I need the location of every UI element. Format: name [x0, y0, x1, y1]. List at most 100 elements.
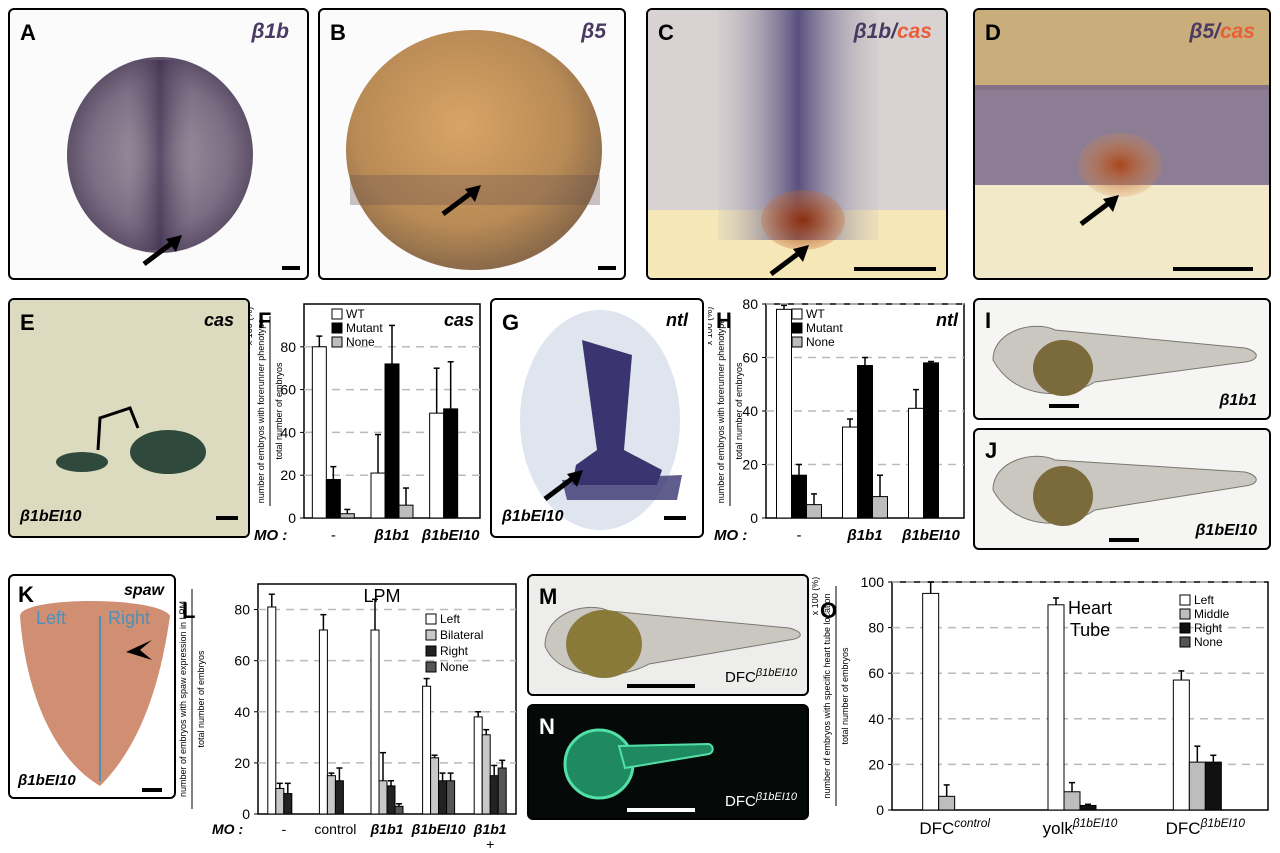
scale-bar	[627, 808, 695, 812]
legend-swatch	[331, 336, 343, 348]
legend-label: None	[346, 335, 375, 349]
panel-J: J β1bEI10	[973, 428, 1271, 550]
y-tick-label: 60	[280, 382, 296, 398]
y-tick-label: 40	[234, 704, 250, 720]
bar	[776, 308, 792, 519]
y-tick-label: 0	[750, 510, 758, 526]
morpholino-label: β1bEI10	[1195, 522, 1257, 539]
bar	[422, 685, 432, 815]
panel-B: B β5	[318, 8, 626, 280]
scale-bar	[854, 267, 936, 271]
bar	[1204, 761, 1222, 811]
y-label-scale: x 100 (%)	[812, 577, 820, 616]
embryo-image-D	[975, 10, 1269, 278]
y-tick-label: 40	[742, 403, 758, 419]
legend-label: Middle	[1194, 607, 1230, 621]
scale-bar	[664, 516, 686, 520]
legend-swatch	[791, 308, 803, 320]
embryo-image-B	[346, 30, 602, 270]
bar	[791, 474, 807, 519]
chart-title: Heart	[1068, 598, 1112, 618]
y-tick-label: 60	[868, 665, 884, 681]
scale-bar	[627, 684, 695, 688]
bar	[430, 757, 440, 815]
mo-label: MO :	[714, 527, 747, 544]
legend-label: Mutant	[806, 321, 843, 335]
dfc-label-base: DFC	[725, 793, 756, 810]
bar	[325, 478, 341, 519]
morpholino-label: β1bEI10	[20, 508, 82, 525]
bar	[481, 734, 491, 815]
category-base: DFC	[1166, 819, 1201, 838]
bar	[1188, 761, 1206, 811]
category-label: -	[281, 821, 286, 837]
legend-label: Left	[1194, 593, 1215, 607]
chart-F: 0 20 40 60 80 number of embryos with forerunn…	[250, 303, 481, 544]
category-label: DFCcontrol	[919, 816, 990, 838]
bar	[938, 795, 956, 811]
panel-letter: M	[539, 584, 558, 609]
y-label-denominator: total number of embryos	[734, 362, 744, 460]
y-tick-label: 20	[742, 457, 758, 473]
legend-label: WT	[806, 307, 825, 321]
mo-label: MO :	[254, 527, 287, 544]
bar	[429, 412, 445, 519]
scale-bar	[282, 266, 300, 270]
panel-letter: K	[18, 582, 34, 607]
y-label-denominator: total number of embryos	[840, 647, 850, 745]
y-tick-label: 40	[868, 711, 884, 727]
legend-label: Right	[1194, 621, 1223, 635]
legend-swatch	[1179, 636, 1191, 648]
scale-bar	[1173, 267, 1253, 271]
category-base: yolk	[1043, 819, 1074, 838]
panel-C: C β1b/cas	[646, 8, 948, 280]
bar	[378, 780, 388, 815]
bar	[806, 504, 822, 519]
bar	[326, 775, 336, 815]
y-label-numerator: number of embryos with forerunner phenot…	[716, 319, 726, 504]
y-label-denominator: total number of embryos	[274, 362, 284, 460]
legend-swatch	[791, 336, 803, 348]
legend-label: Right	[440, 644, 469, 658]
scale-bar	[598, 266, 616, 270]
embryo-image-K	[20, 601, 170, 786]
chart-H: 0 20 40 60 80 number of embryos with forerunn…	[708, 296, 965, 544]
y-axis-label: number of embryos with forerunner phenot…	[250, 307, 284, 506]
panel-I: I β1b1	[973, 298, 1271, 420]
category-label: β1b1	[473, 821, 507, 837]
y-tick-label: 100	[861, 574, 885, 590]
bar	[370, 629, 380, 815]
gene-label: β1b/cas	[854, 20, 932, 44]
panel-letter-O: O	[820, 598, 838, 623]
panel-letter: A	[20, 20, 36, 45]
y-label-denominator: total number of embryos	[196, 650, 206, 748]
bar	[446, 780, 456, 815]
morpholino-label: β1b1	[1219, 392, 1258, 409]
gene-label: β1b	[251, 20, 289, 43]
y-label-numerator: number of embryos with specific heart tu…	[822, 593, 832, 798]
bar	[923, 362, 939, 519]
category-label: -	[331, 527, 336, 544]
bar	[922, 592, 940, 811]
category-label: β1b1	[370, 821, 404, 837]
bar	[1063, 791, 1081, 811]
y-axis-label: number of embryos with spaw expression i…	[178, 589, 206, 809]
panel-K: K spaw Left Right β1bEI10	[8, 574, 176, 799]
legend-swatch	[425, 645, 437, 657]
dfc-label: DFCβ1bEI10	[725, 791, 797, 810]
y-tick-label: 20	[280, 467, 296, 483]
category-sup: control	[954, 816, 990, 830]
chart-L: 0 20 40 60 80 number of embryos with spaw exp…	[178, 583, 517, 850]
bar	[908, 407, 924, 519]
chart-gene-label: cas	[444, 310, 474, 330]
y-tick-label: 0	[876, 802, 884, 818]
chart-O: 0 20 40 60 80 100 number of embryos with speci…	[812, 574, 1269, 838]
y-tick-label: 60	[234, 653, 250, 669]
legend-label: None	[1194, 635, 1223, 649]
panel-A: A β1b	[8, 8, 309, 280]
arrow-icon	[142, 235, 182, 266]
legend-swatch	[791, 322, 803, 334]
legend-swatch	[1179, 622, 1191, 634]
bar	[267, 606, 277, 815]
legend-label: Bilateral	[440, 628, 483, 642]
